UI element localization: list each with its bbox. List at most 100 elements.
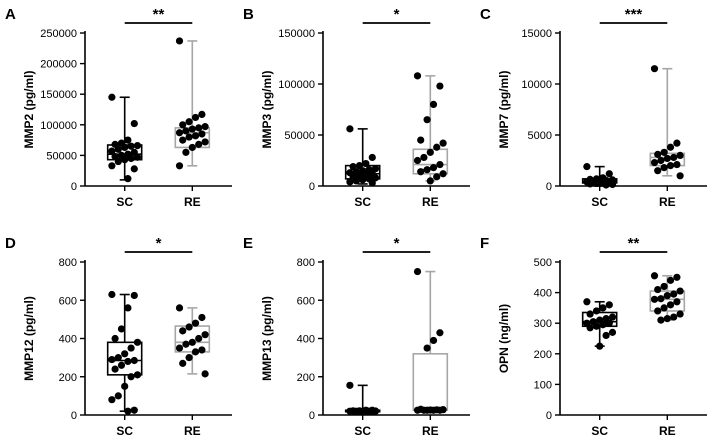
panel-a-data-point xyxy=(195,140,203,148)
panel-b-data-point xyxy=(439,170,447,178)
panel-f-data-point xyxy=(673,298,681,306)
panel-f-ytick-label: 100 xyxy=(534,379,552,391)
panel-d-data-point xyxy=(121,382,129,390)
panel-f-ylabel: OPN (ng/ml) xyxy=(497,304,511,373)
panel-d-data-point xyxy=(133,371,142,379)
panel-d-data-point xyxy=(124,407,132,415)
panel-e-xtick-label: RE xyxy=(422,424,439,438)
panel-c-data-point xyxy=(676,151,684,159)
panel-b-data-point xyxy=(433,143,441,151)
panel-d-data-point xyxy=(130,291,138,300)
panel-a-data-point xyxy=(201,123,209,131)
panel-d-data-point xyxy=(185,323,193,331)
panel-d-data-point xyxy=(198,346,206,354)
panel-c-data-point xyxy=(654,167,662,175)
panel-e-data-point xyxy=(413,267,422,276)
panel-b-xtick-label: SC xyxy=(354,195,371,209)
panel-c-xtick-label: SC xyxy=(591,195,608,209)
panel-e-ytick-label: 200 xyxy=(297,372,315,384)
panel-d-data-point xyxy=(130,406,138,414)
panel-d-data-point xyxy=(201,370,209,378)
panel-c-data-point xyxy=(670,153,678,162)
panel-e-box xyxy=(412,352,449,412)
panel-c-data-point xyxy=(673,139,681,147)
panel-d-significance-label: * xyxy=(156,235,162,252)
panel-a-data-point xyxy=(185,118,193,126)
panel-c-ytick-label: 0 xyxy=(546,181,552,193)
panel-b-ytick-label: 100000 xyxy=(278,79,315,91)
panel-e-data-point xyxy=(436,329,444,337)
panel-d-data-point xyxy=(108,355,116,364)
panel-e-xtick-label: SC xyxy=(354,424,371,438)
panel-a-xtick-label: SC xyxy=(116,195,133,209)
panel-a-ytick-label: 150000 xyxy=(40,89,77,101)
panel-a-data-point xyxy=(114,145,122,153)
panel-b-data-point xyxy=(436,160,444,169)
panel-d-sc-group xyxy=(106,290,143,415)
panel-c-significance-label: *** xyxy=(625,6,643,23)
panel-e-ytick-label: 0 xyxy=(309,410,315,422)
panel-e-data-point xyxy=(349,407,357,415)
panel-c-letter: C xyxy=(480,6,491,23)
panel-b-significance-label: * xyxy=(394,6,400,23)
panel-b-data-point xyxy=(423,116,431,124)
panel-c-data-point xyxy=(592,179,601,188)
panel-c-data-point xyxy=(654,150,662,158)
panel-f-ytick-label: 200 xyxy=(534,349,552,361)
panel-c-xtick-label: RE xyxy=(659,195,676,209)
panel-e-significance-label: * xyxy=(394,235,400,252)
panel-b-letter: B xyxy=(243,6,254,23)
panel-a-letter: A xyxy=(5,6,16,23)
panel-a-re-group xyxy=(174,37,211,170)
panel-f-data-point xyxy=(602,331,610,340)
panel-a-significance-label: ** xyxy=(153,6,165,23)
panel-a-data-point xyxy=(179,121,187,129)
panel-d-data-point xyxy=(117,361,126,369)
panel-d-data-point xyxy=(201,331,209,339)
panel-f-data-point xyxy=(586,324,594,332)
panel-c-data-point xyxy=(650,65,659,73)
panel-b-ytick-label: 0 xyxy=(309,181,315,193)
panel-d-data-point xyxy=(130,356,138,365)
panel-d-data-point xyxy=(188,338,196,346)
panel-e-ytick-label: 800 xyxy=(297,257,315,269)
panel-e-data-point xyxy=(355,407,364,415)
panel-a-data-point xyxy=(130,165,138,173)
panel-f-data-point xyxy=(599,321,607,329)
panel-f-xtick-label: SC xyxy=(591,424,608,438)
panel-b-data-point xyxy=(346,178,354,186)
panel-d-box xyxy=(106,341,143,376)
panel-a-data-point xyxy=(179,136,187,144)
panel-e: E MMP13 (pg/ml) 0 200 400 600 800 SC RE * xyxy=(243,235,470,438)
panel-b-data-point xyxy=(417,136,425,144)
panel-e-data-point xyxy=(423,406,431,414)
panel-b-re-group xyxy=(412,72,449,185)
panel-f-data-point xyxy=(660,304,668,312)
panel-a-data-point xyxy=(124,175,132,183)
panel-f-data-point xyxy=(663,292,671,300)
panel-f-data-point xyxy=(657,316,665,324)
panel-a-data-point xyxy=(191,113,200,122)
panel-a-data-point xyxy=(195,124,203,132)
panel-d-ytick-label: 800 xyxy=(59,257,77,269)
panel-f-data-point xyxy=(670,290,678,298)
panel-b-data-point xyxy=(426,148,434,156)
panel-f-ytick-label: 400 xyxy=(534,288,552,300)
panel-f-xtick-label: RE xyxy=(659,424,676,438)
panel-f-sc-group xyxy=(581,298,618,350)
panel-b-data-point xyxy=(433,173,441,181)
panel-f-data-point xyxy=(654,285,662,294)
panel-a-ylabel: MMP2 (pg/ml) xyxy=(22,71,36,149)
panel-e-letter: E xyxy=(243,235,253,252)
panel-c-data-point xyxy=(660,164,668,172)
panel-f-data-point xyxy=(666,301,675,309)
panel-a-data-point xyxy=(175,37,184,45)
panel-a-data-point xyxy=(198,130,206,138)
panel-d-data-point xyxy=(121,350,129,358)
panel-f-data-point xyxy=(666,276,675,284)
panel-d-ylabel: MMP12 (pg/ml) xyxy=(22,296,36,381)
panel-a-data-point xyxy=(108,93,116,101)
panel-f-box xyxy=(649,290,686,312)
panel-e-data-point xyxy=(429,406,438,414)
